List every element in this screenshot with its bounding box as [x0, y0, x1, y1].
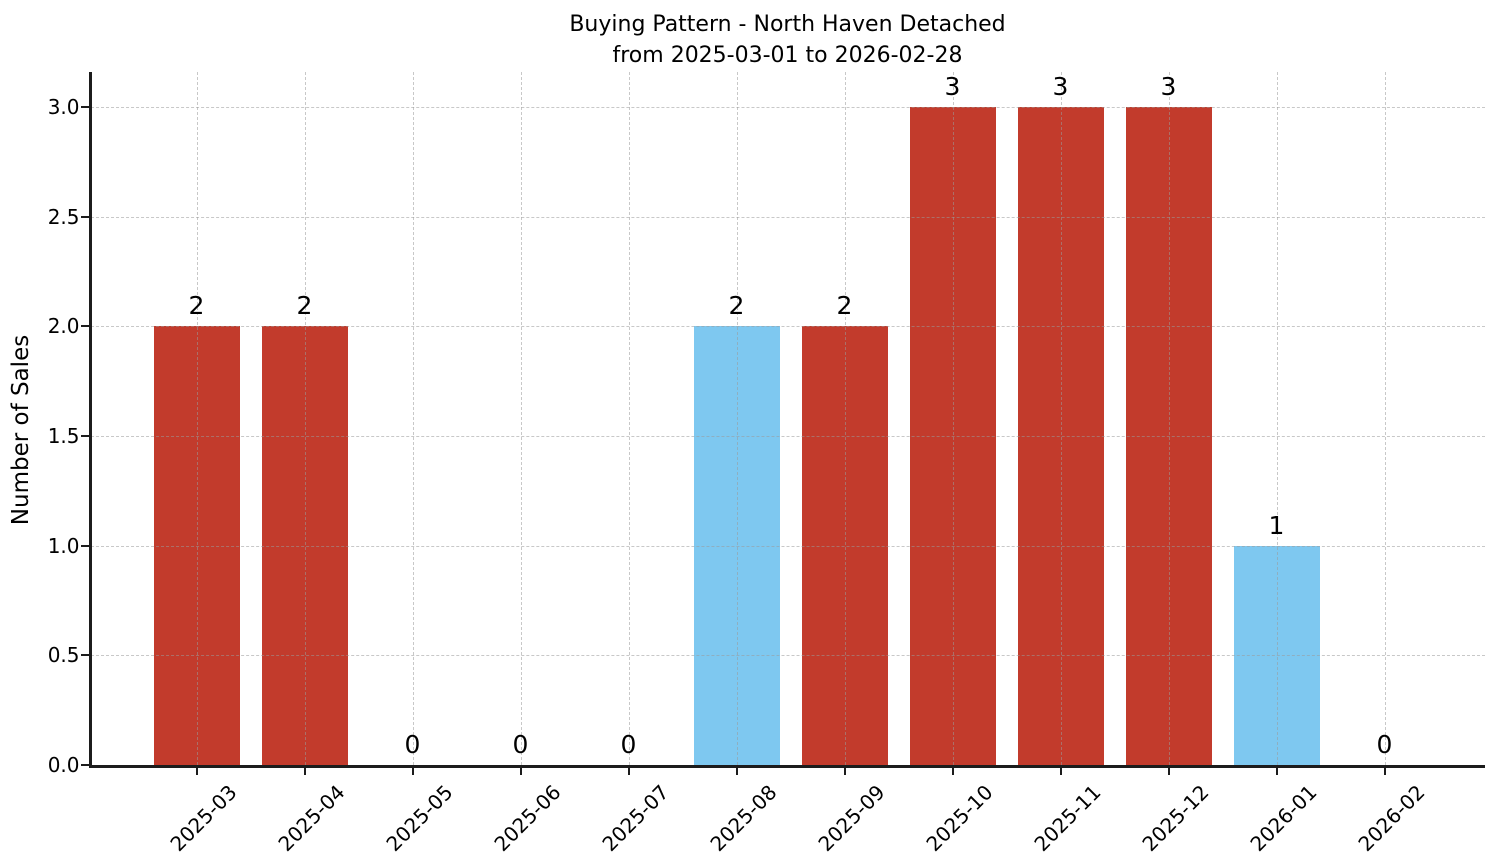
gridline-vertical [520, 72, 522, 765]
y-tick [81, 654, 89, 657]
gridline-horizontal [90, 545, 1485, 547]
bar-value-label-2025-04: 2 [296, 291, 313, 321]
x-tick [951, 767, 954, 775]
gridline-horizontal [90, 216, 1485, 218]
gridline-vertical [1168, 72, 1170, 765]
chart-title-block: Buying Pattern - North Haven Detached fr… [90, 9, 1485, 71]
x-tick-label-2025-11: 2025-11 [1029, 780, 1106, 857]
x-tick [1383, 767, 1386, 775]
x-tick-label-2025-04: 2025-04 [273, 780, 350, 857]
gridline-horizontal [90, 107, 1485, 108]
chart-subtitle: from 2025-03-01 to 2026-02-28 [612, 43, 963, 68]
gridline-vertical [952, 72, 954, 765]
gridline-vertical [1060, 72, 1062, 765]
y-tick-label-3.0: 3.0 [47, 95, 80, 119]
gridline-vertical [736, 72, 738, 765]
bar-value-label-2025-10: 3 [944, 72, 961, 101]
y-tick-label-2.0: 2.0 [47, 314, 80, 339]
bar-value-label-2025-03: 2 [188, 291, 205, 321]
gridline-horizontal [90, 655, 1485, 657]
x-tick [519, 767, 522, 775]
y-tick-label-1.5: 1.5 [47, 424, 80, 448]
x-tick [627, 767, 630, 775]
x-tick [411, 767, 414, 775]
x-tick-label-2025-06: 2025-06 [489, 780, 566, 857]
y-tick [81, 325, 89, 328]
x-tick [195, 767, 198, 775]
bar-value-label-2025-07: 0 [620, 730, 637, 759]
gridline-vertical [844, 72, 846, 765]
y-axis-spine [89, 72, 92, 768]
bar-value-label-2025-12: 3 [1160, 72, 1177, 101]
y-tick-label-0.0: 0.0 [47, 753, 80, 777]
y-tick [81, 215, 89, 218]
bar-value-label-2025-05: 0 [404, 730, 421, 759]
x-tick-label-2026-01: 2026-01 [1245, 780, 1322, 857]
x-tick [1059, 767, 1062, 775]
x-tick [1167, 767, 1170, 775]
bar-value-label-2025-08: 2 [728, 291, 745, 321]
y-tick [81, 106, 89, 108]
y-tick [81, 764, 89, 766]
bar-value-label-2025-11: 3 [1052, 72, 1069, 101]
bar-value-label-2026-01: 1 [1268, 510, 1285, 540]
y-tick-label-0.5: 0.5 [47, 643, 80, 668]
gridline-vertical [1384, 72, 1386, 765]
y-tick [81, 435, 89, 437]
gridline-vertical [412, 72, 414, 765]
bar-value-label-2025-09: 2 [836, 291, 853, 321]
y-tick-label-1.0: 1.0 [47, 533, 80, 558]
x-tick [303, 767, 306, 775]
gridline-vertical [304, 72, 306, 765]
x-tick-label-2025-12: 2025-12 [1137, 780, 1214, 857]
gridline-vertical [196, 72, 198, 765]
x-tick-label-2025-09: 2025-09 [813, 780, 890, 857]
bar-value-label-2026-02: 0 [1376, 730, 1393, 759]
x-tick [1275, 767, 1278, 775]
gridline-horizontal [90, 326, 1485, 328]
y-tick-label-2.5: 2.5 [47, 204, 80, 229]
chart-title: Buying Pattern - North Haven Detached [569, 12, 1006, 37]
y-axis-label: Number of Sales [8, 334, 34, 526]
x-tick-label-2025-08: 2025-08 [705, 780, 782, 857]
x-tick [735, 767, 738, 775]
gridline-vertical [628, 72, 630, 765]
x-tick-label-2025-03: 2025-03 [165, 780, 242, 857]
x-tick-label-2026-02: 2026-02 [1353, 780, 1430, 857]
bar-value-label-2025-06: 0 [512, 730, 529, 759]
x-tick-label-2025-05: 2025-05 [381, 780, 458, 857]
x-tick-label-2025-07: 2025-07 [597, 780, 674, 857]
x-tick [843, 767, 846, 775]
x-tick-label-2025-10: 2025-10 [921, 780, 998, 857]
x-axis-spine [89, 764, 1485, 768]
gridline-vertical [1276, 72, 1278, 765]
y-tick [81, 544, 89, 547]
gridline-horizontal [90, 436, 1485, 437]
